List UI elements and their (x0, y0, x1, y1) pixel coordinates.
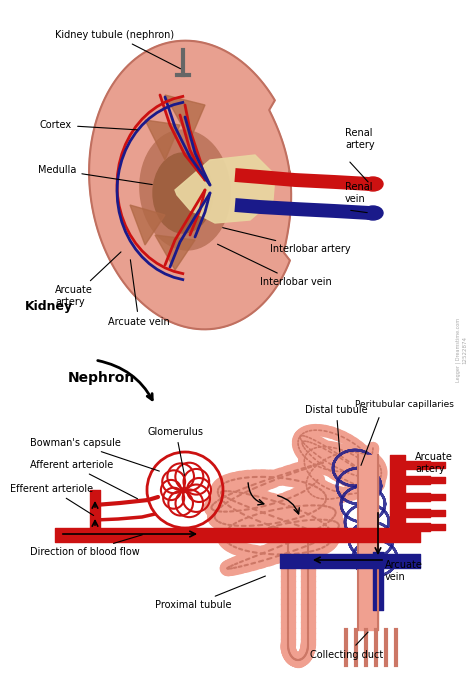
Text: Interlobar artery: Interlobar artery (223, 228, 351, 254)
Text: Glomerulus: Glomerulus (148, 427, 204, 475)
Ellipse shape (363, 177, 383, 191)
Ellipse shape (153, 153, 213, 233)
Text: Medulla: Medulla (38, 165, 152, 185)
Polygon shape (145, 120, 180, 160)
Text: Arcuate vein: Arcuate vein (108, 260, 170, 327)
Text: Cortex: Cortex (40, 120, 137, 130)
Text: Collecting duct: Collecting duct (310, 632, 383, 660)
Text: Efferent arteriole: Efferent arteriole (10, 484, 94, 516)
Ellipse shape (140, 130, 230, 250)
Text: Proximal tubule: Proximal tubule (155, 576, 265, 610)
Polygon shape (130, 205, 165, 245)
Text: Arcuate
artery: Arcuate artery (415, 452, 453, 474)
Text: Direction of blood flow: Direction of blood flow (30, 535, 142, 557)
Text: Kidney tubule (nephron): Kidney tubule (nephron) (55, 30, 181, 69)
Text: Interlobar vein: Interlobar vein (218, 244, 332, 287)
Text: Renal
artery: Renal artery (345, 128, 374, 150)
Text: Distal tubule: Distal tubule (305, 405, 368, 452)
Polygon shape (165, 95, 205, 140)
Text: Bowman's capsule: Bowman's capsule (30, 438, 159, 471)
Polygon shape (155, 235, 195, 270)
Text: Arcuate
artery: Arcuate artery (55, 252, 121, 307)
Text: Arcuate
vein: Arcuate vein (385, 560, 423, 582)
Text: Legger | Dreamstime.com: Legger | Dreamstime.com (455, 318, 461, 382)
Text: Afferent arteriole: Afferent arteriole (30, 460, 137, 499)
Text: Renal
vein: Renal vein (345, 183, 373, 204)
Text: Kidney: Kidney (25, 300, 73, 313)
Text: Peritubular capillaries: Peritubular capillaries (355, 400, 454, 409)
Text: Nephron: Nephron (68, 371, 135, 385)
Polygon shape (175, 155, 275, 223)
Ellipse shape (363, 206, 383, 220)
Text: 12522874: 12522874 (463, 336, 467, 364)
Polygon shape (89, 40, 291, 329)
